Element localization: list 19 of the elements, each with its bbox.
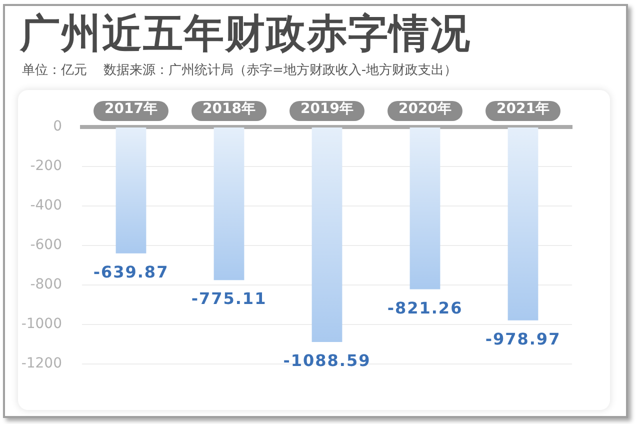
chart-title: 广州近五年财政赤字情况 — [20, 10, 471, 58]
x-tick-label: 2018年 — [202, 101, 256, 118]
y-tick-label: 0 — [53, 118, 62, 135]
data-label: -775.11 — [191, 289, 267, 308]
chart-subtitle: 单位：亿元 数据来源：广州统计局（赤字=地方财政收入-地方财政支出） — [22, 62, 458, 80]
x-tick-label: 2021年 — [496, 101, 550, 118]
y-tick-label: -400 — [30, 198, 62, 214]
x-tick-label: 2020年 — [398, 101, 452, 118]
y-tick-label: -800 — [30, 276, 62, 293]
y-tick-label: -600 — [30, 237, 62, 254]
y-tick-label: -1200 — [21, 356, 62, 372]
data-label: -1088.59 — [283, 351, 371, 370]
y-tick-label: -200 — [30, 158, 62, 174]
y-tick-label: -1000 — [21, 316, 62, 332]
x-tick-label: 2017年 — [104, 101, 158, 118]
data-label: -821.26 — [387, 298, 463, 318]
x-tick-label: 2019年 — [300, 101, 354, 118]
data-label: -639.87 — [93, 262, 169, 282]
data-label: -978.97 — [485, 330, 561, 349]
